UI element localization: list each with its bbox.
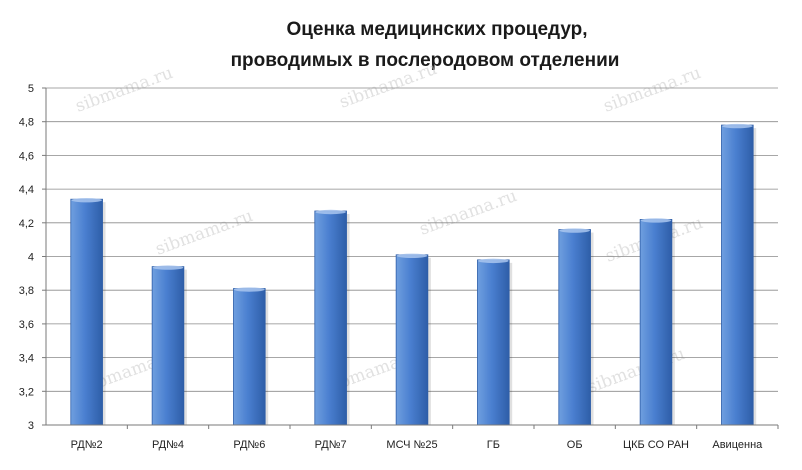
watermark-text: sibmama.ru (73, 63, 176, 117)
watermark-text: sibmama.ru (153, 206, 256, 260)
x-axis-categories: РД№2 РД№4 РД№6 РД№7 МСЧ №25 ГБ ОБ ЦКБ СО РАН Ави… (71, 425, 779, 451)
bar-cap (315, 209, 347, 215)
y-tick-label: 3 (28, 420, 34, 432)
bar-rect (395, 254, 429, 426)
bar-rect (314, 210, 347, 426)
bar (721, 123, 757, 426)
y-tick-label: 4 (28, 252, 34, 264)
bar-rect (721, 124, 754, 426)
watermark-text: sibmama.ru (601, 63, 704, 117)
bar (233, 287, 269, 426)
bar-cap (640, 218, 672, 223)
y-tick-label: 5 (28, 83, 34, 95)
y-tick-label: 3,4 (19, 353, 34, 365)
watermark-text: sibmama.ru (417, 186, 520, 240)
x-category-label: ЦКБ СО РАН (623, 439, 689, 451)
bar-rect (639, 219, 673, 426)
x-category-label: Авиценна (712, 439, 763, 451)
bar (70, 198, 106, 426)
bar-rect (477, 259, 510, 426)
y-tick-label: 4,8 (19, 117, 34, 129)
y-tick-label: 3,6 (19, 319, 34, 331)
bar-cap (396, 253, 428, 259)
y-axis-ticks: 3 3,2 3,4 3,6 3,8 4 4,2 4,4 4,6 4,8 5 (19, 83, 46, 432)
bar-rect (233, 288, 266, 426)
y-tick-label: 3,2 (19, 386, 34, 398)
bar-cap (559, 228, 591, 233)
bars (70, 123, 757, 426)
x-category-label: РД№6 (233, 439, 265, 451)
y-tick-label: 4,4 (19, 184, 34, 196)
bar-rect (151, 266, 185, 426)
chart-title-line2: проводимых в послеродовом отделении (231, 50, 620, 71)
bar (395, 253, 431, 426)
bar-cap (71, 198, 103, 203)
bar (151, 265, 187, 426)
x-category-label: РД№4 (152, 439, 184, 451)
x-category-label: РД№2 (71, 439, 103, 451)
chart-title-line1: Оценка медицинских процедур, (286, 19, 587, 40)
bar-rect (558, 229, 591, 426)
x-category-label: РД№7 (315, 439, 347, 451)
bar-cap (233, 287, 265, 292)
x-category-label: ОБ (567, 439, 583, 451)
y-tick-label: 3,8 (19, 285, 34, 297)
bar-cap (152, 265, 184, 270)
bar (477, 258, 513, 426)
y-tick-label: 4,6 (19, 150, 34, 162)
bar (314, 209, 350, 426)
x-category-label: ГБ (487, 439, 500, 451)
bar-cap (477, 258, 509, 264)
bar-cap (721, 123, 753, 129)
y-tick-label: 4,2 (19, 218, 34, 230)
bar-rect (70, 198, 103, 426)
bar (558, 228, 594, 426)
bar (639, 218, 675, 426)
x-category-label: МСЧ №25 (386, 439, 437, 451)
